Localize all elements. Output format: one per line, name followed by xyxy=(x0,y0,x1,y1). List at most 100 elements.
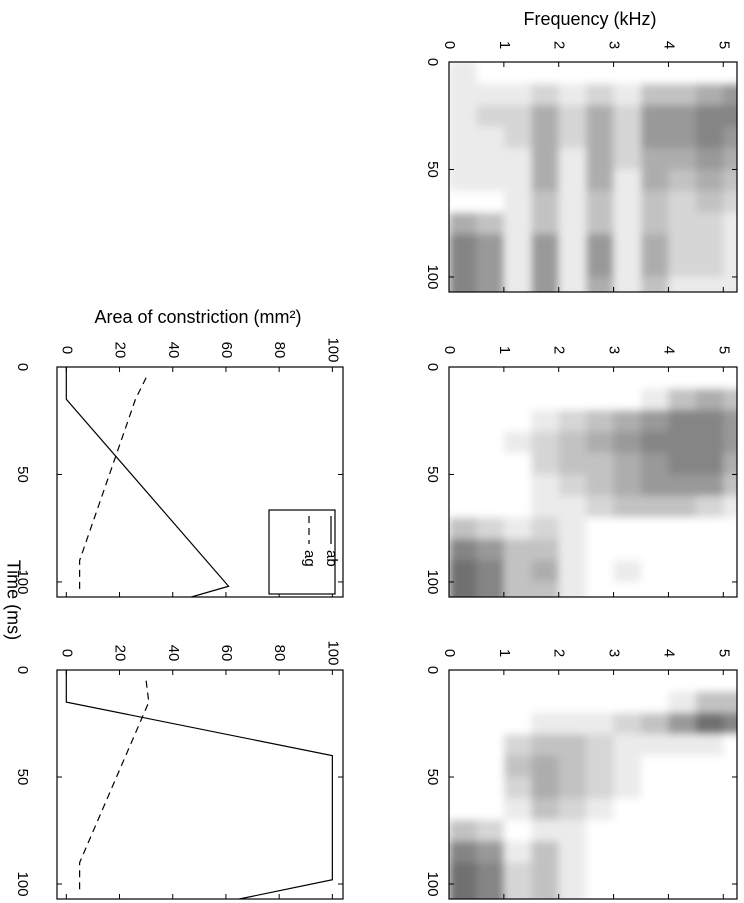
value-tick-label: 60 xyxy=(218,342,235,359)
spectrogram-cell xyxy=(641,691,669,714)
spectrogram-cell xyxy=(723,255,737,278)
value-tick-label: 4 xyxy=(660,649,677,657)
time-tick-label: 50 xyxy=(14,466,31,483)
spectrogram-cell xyxy=(723,777,737,799)
spectrogram-cell xyxy=(586,83,615,106)
spectrogram-cell xyxy=(641,819,669,842)
spectrogram-cell xyxy=(723,691,737,714)
spectrogram-cell xyxy=(641,841,669,864)
spectrogram-cell xyxy=(531,147,560,170)
spectrogram-cell xyxy=(531,777,560,799)
value-tick-label: 0 xyxy=(58,649,75,657)
spectrogram-cell xyxy=(695,538,724,561)
spectrogram-cell xyxy=(641,126,669,149)
spectrogram-cell xyxy=(613,147,642,170)
spectrogram-cell xyxy=(558,212,587,235)
spectrogram-cell xyxy=(449,819,477,842)
spectrogram-cell xyxy=(531,276,560,292)
spectrogram-cell xyxy=(668,734,697,757)
axes-box xyxy=(448,61,738,293)
spectrogram-cell xyxy=(613,712,642,735)
spectrogram-cell xyxy=(586,388,615,411)
value-tick-label: 40 xyxy=(165,645,182,662)
spectrogram-cell xyxy=(503,212,532,235)
spectrogram-cell xyxy=(613,104,642,127)
spectrogram-cell xyxy=(586,560,615,583)
spectrogram-cell xyxy=(476,190,505,213)
spectrogram-cell xyxy=(723,190,737,213)
spectrogram-cell xyxy=(613,62,642,84)
value-tick-label: 80 xyxy=(271,645,288,662)
spectrogram-cell xyxy=(531,388,560,411)
spectrogram-cell xyxy=(558,147,587,170)
spectrogram-cell xyxy=(723,841,737,864)
value-tick-label: 1 xyxy=(496,41,513,49)
value-tick-label: 20 xyxy=(112,342,129,359)
spectrogram-cell xyxy=(503,712,532,735)
spectrogram-cell xyxy=(586,233,615,256)
value-tick-label: 60 xyxy=(218,645,235,662)
spectrogram-cell xyxy=(613,517,642,540)
spectrogram-cell xyxy=(558,126,587,149)
spectrogram-cell xyxy=(449,388,477,411)
spectrogram-cell xyxy=(503,691,532,714)
spectrogram-cell xyxy=(668,255,697,278)
spectrogram-cell xyxy=(531,884,560,899)
spectrogram-cell xyxy=(476,431,505,454)
spectrogram-cell xyxy=(641,409,669,432)
spectrogram-cell xyxy=(613,431,642,454)
spectrogram-cell xyxy=(723,388,737,411)
frequency-label: Frequency (kHz) xyxy=(523,9,656,29)
spectrogram-cell xyxy=(476,409,505,432)
spectrogram-cell xyxy=(558,517,587,540)
spectrogram-cell xyxy=(586,431,615,454)
spectrogram-cell xyxy=(695,233,724,256)
spectrogram-cell xyxy=(449,409,477,432)
spectrogram-cell xyxy=(641,734,669,757)
time-tick-label: 0 xyxy=(14,363,31,371)
axes-box xyxy=(448,669,738,900)
spectrogram-cell xyxy=(503,538,532,561)
spectrogram-cell xyxy=(723,670,737,692)
spectrogram-cell xyxy=(503,452,532,475)
spectrogram-cell xyxy=(586,367,615,389)
spectrogram xyxy=(449,367,737,597)
spectrogram-cell xyxy=(449,777,477,799)
spectrogram-cell xyxy=(641,62,669,84)
spectrogram-cell xyxy=(449,367,477,389)
spectrogram-cell xyxy=(531,367,560,389)
spectrogram-cell xyxy=(531,755,560,778)
spectrogram-cell xyxy=(586,409,615,432)
value-tick-label: 3 xyxy=(606,346,623,354)
spectrogram-cell xyxy=(449,190,477,213)
spectrogram-cell xyxy=(641,581,669,597)
spectrogram-cell xyxy=(668,169,697,192)
value-tick-label: 5 xyxy=(715,346,732,354)
spectrogram-cell xyxy=(586,147,615,170)
spectrogram-cell xyxy=(668,276,697,292)
spectrogram-cell xyxy=(695,104,724,127)
spectrogram-cell xyxy=(558,233,587,256)
spectrogram-cell xyxy=(476,83,505,106)
spectrogram-cell xyxy=(668,862,697,885)
value-tick-label: 2 xyxy=(551,649,568,657)
plot-area xyxy=(65,367,230,597)
time-tick-label: 100 xyxy=(424,872,441,897)
value-tick-label: 5 xyxy=(715,41,732,49)
spectrogram-cell xyxy=(668,777,697,799)
spectrogram-cell xyxy=(476,147,505,170)
spectrogram-cell xyxy=(613,862,642,885)
spectrogram-cell xyxy=(531,452,560,475)
spectrogram-cell xyxy=(503,83,532,106)
spectrogram-cell xyxy=(668,62,697,84)
spectrogram-cell xyxy=(668,712,697,735)
spectrogram-cell xyxy=(558,819,587,842)
spectrogram-cell xyxy=(723,147,737,170)
spectrogram-cell xyxy=(695,712,724,735)
spectrogram-cell xyxy=(586,841,615,864)
spectrogram-cell xyxy=(641,190,669,213)
spectrogram-cell xyxy=(586,819,615,842)
time-tick-label: 50 xyxy=(424,769,441,786)
spectrogram-cell xyxy=(668,233,697,256)
spectrogram-cell xyxy=(586,734,615,757)
